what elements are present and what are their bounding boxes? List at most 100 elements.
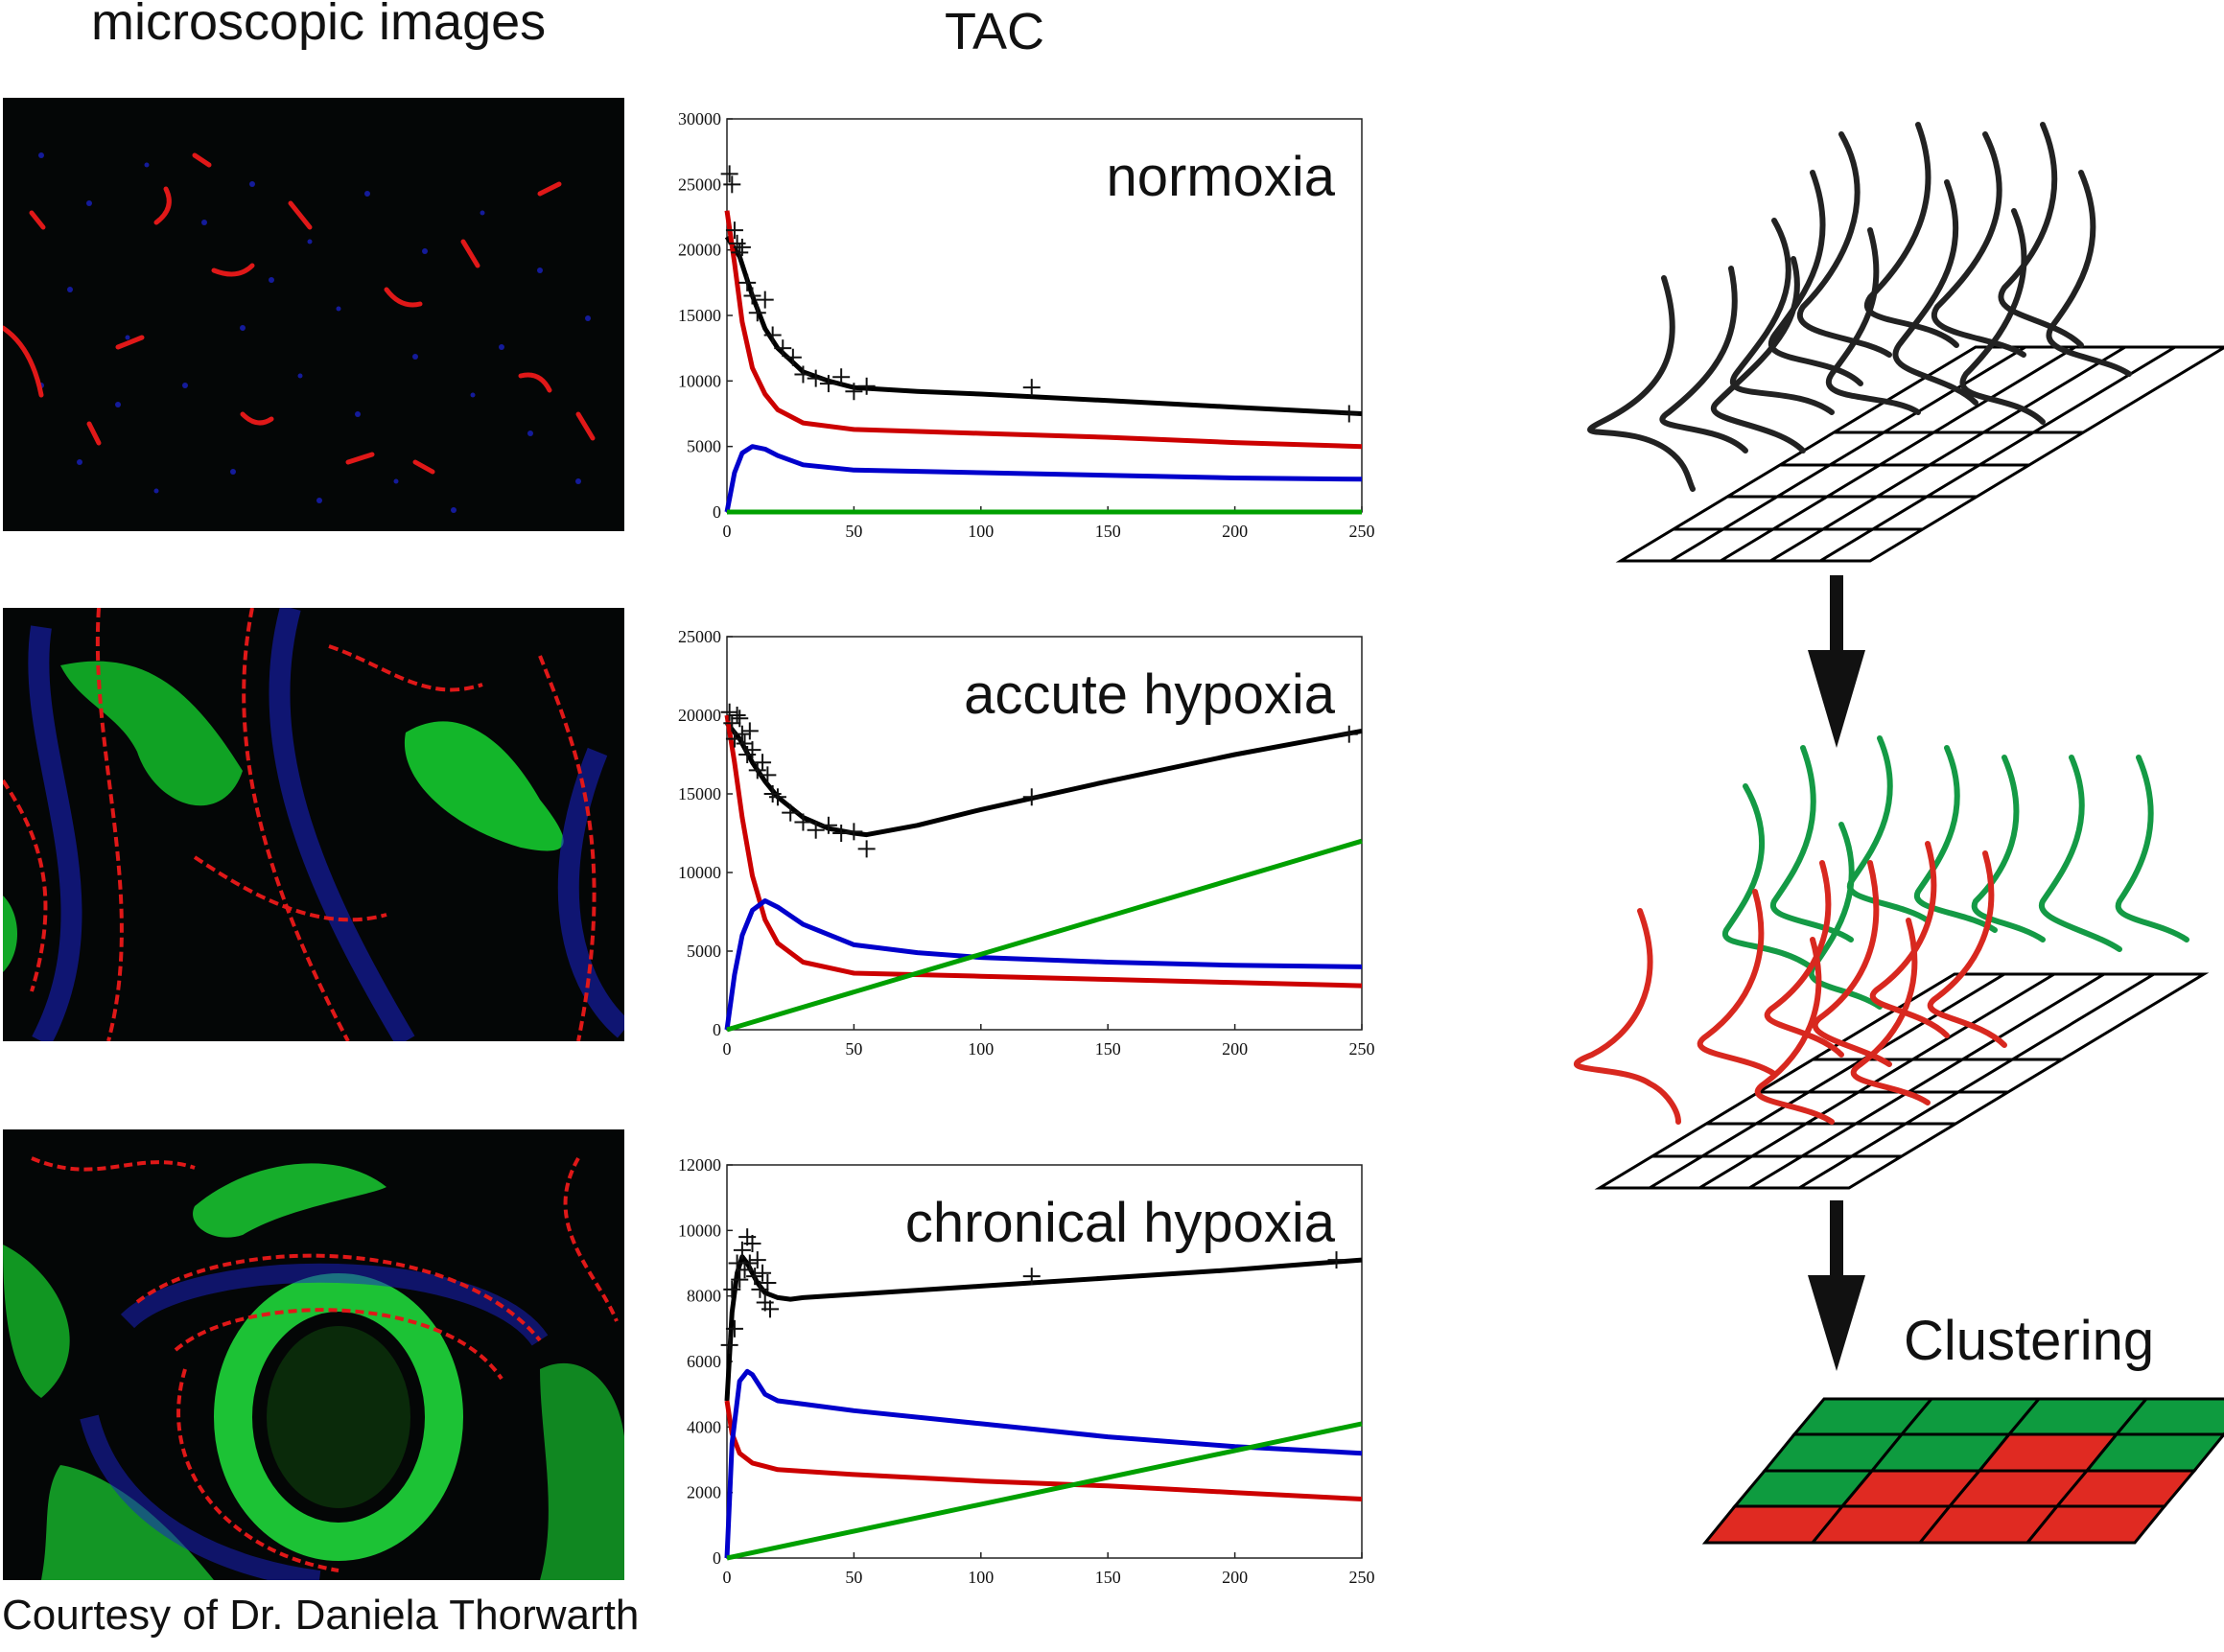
voxel-grid-middle [1594,972,2210,1190]
chart-title: normoxia [1106,146,1335,208]
measured-point [759,766,777,784]
measured-point [857,377,876,395]
y-tick-label: 5000 [687,942,721,961]
y-tick-label: 0 [713,502,721,522]
measured-point [754,754,772,772]
y-tick-label: 20000 [678,241,721,260]
y-tick-label: 4000 [687,1417,721,1436]
measured-point [723,1280,741,1298]
measured-point [1022,788,1041,806]
tac-curves-green [1721,735,2189,1010]
x-tick-label: 0 [723,1039,732,1059]
chart-title: accute hypoxia [964,663,1336,726]
measured-point [819,816,837,834]
y-tick-label: 15000 [678,784,721,803]
y-tick-label: 15000 [678,306,721,325]
chart-title: chronical hypoxia [905,1192,1336,1254]
y-tick-label: 5000 [687,437,721,456]
y-tick-label: 10000 [678,371,721,390]
plot-frame [726,118,1363,513]
clustering-pipeline-diagram [1573,122,2224,1545]
measured-point [720,1336,738,1354]
x-tick-label: 50 [845,1568,862,1587]
arrow-down-icon [1808,575,1865,748]
tac-curves-black [1587,122,2132,492]
x-tick-label: 100 [968,522,994,541]
y-tick-label: 2000 [687,1483,721,1502]
measured-point [761,1300,780,1318]
tac-chart-accute-hypoxia-svg: 0 5000 10000 15000 20000 25000 0 50 100 150 200 250… [678,627,1375,1059]
measured-point [845,823,863,841]
measured-point [720,703,738,721]
y-tick-label: 10000 [678,1221,721,1240]
measured-point [748,1251,766,1269]
series-line-1 [724,1400,1363,1501]
x-tick-label: 150 [1095,1039,1121,1059]
tac-chart-normoxia-svg: 0 5000 10000 15000 20000 25000 30000 0 50 100 150 2… [678,109,1375,541]
measured-point [746,1268,764,1286]
measured-point [832,825,851,842]
measured-point [763,326,782,344]
measured-point [723,175,741,194]
measured-point [857,840,876,858]
x-tick-label: 150 [1095,1568,1121,1587]
measured-point [725,1319,743,1338]
x-tick-label: 250 [1349,1568,1375,1587]
measured-point [743,741,761,759]
measured-point [782,803,800,822]
series-line-2 [724,1368,1363,1559]
y-tick-label: 10000 [678,863,721,882]
tac-heading: TAC [945,3,1044,60]
measured-point [725,221,743,240]
series-line-1 [724,714,1363,989]
series-line-3 [726,838,1363,1033]
voxel-grid-top [1615,345,2224,563]
x-tick-label: 100 [968,1568,994,1587]
measured-point [819,375,837,393]
y-tick-label: 0 [713,1020,721,1039]
measured-point [845,383,863,401]
y-tick-label: 25000 [678,175,721,194]
x-tick-label: 200 [1222,1039,1248,1059]
measured-point [733,238,751,256]
x-tick-label: 150 [1095,522,1121,541]
measured-point [794,365,812,384]
measured-point [748,304,766,322]
measured-point [733,725,751,743]
x-tick-label: 200 [1222,1568,1248,1587]
y-tick-label: 8000 [687,1287,721,1306]
tac-chart-chronical-hypoxia: 0 2000 4000 6000 8000 10000 12000 0 50 100 150 200 2… [652,1153,1381,1652]
tac-chart-normoxia: 0 5000 10000 15000 20000 25000 30000 0 50 100 150 2… [652,107,1381,606]
measured-point [784,348,802,366]
tac-chart-chronical-hypoxia-svg: 0 2000 4000 6000 8000 10000 12000 0 50 100 150 200 2… [678,1155,1375,1587]
measured-point [738,273,757,291]
clustering-result-grid [1701,1397,2224,1545]
measured-point [794,813,812,831]
measured-point [743,1235,761,1252]
measured-point [756,291,774,309]
series-line-0 [724,1254,1363,1402]
x-tick-label: 200 [1222,522,1248,541]
y-tick-label: 0 [713,1548,721,1568]
microscopic-image-acute-hypoxia [3,608,624,1041]
measured-point [720,165,738,183]
measured-point [1022,1268,1041,1286]
measured-point [832,368,851,386]
measured-point [731,710,749,728]
y-tick-label: 12000 [678,1155,721,1175]
microscopic-image-chronical-hypoxia [3,1129,624,1580]
measured-point [759,1274,777,1291]
microscopic-image-normoxia [3,98,624,531]
series-line-3 [726,1421,1363,1561]
arrow-down-icon [1808,1200,1865,1371]
image-credit: Courtesy of Dr. Daniela Thorwarth [2,1592,640,1639]
measured-point [807,369,825,387]
tac-chart-accute-hypoxia: 0 5000 10000 15000 20000 25000 0 50 100 150 200 250… [652,625,1381,1124]
measured-point [731,1270,749,1289]
clustering-label: Clustering [1904,1310,2155,1372]
series-line-2 [724,898,1363,1031]
x-tick-label: 100 [968,1039,994,1059]
measured-point [807,821,825,839]
measured-point [768,788,786,806]
x-tick-label: 0 [723,1568,732,1587]
